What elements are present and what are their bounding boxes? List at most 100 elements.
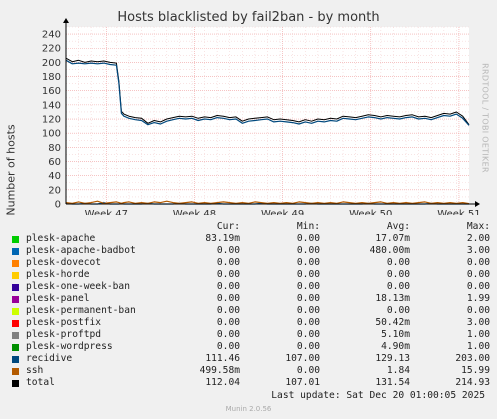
legend-min: 0.00 [296,245,320,256]
legend-avg: 0.00 [386,305,410,316]
y-tick-labels: 0 20 40 60 80 100 120 140 160 180 200 220 240 [42,30,61,211]
legend-max: 3.00 [466,245,490,256]
legend-min: 107.00 [285,353,320,364]
legend-min: 0.00 [296,329,320,340]
legend-min: 0.00 [296,281,320,292]
legend-cur: 0.00 [216,257,240,268]
axes [63,18,480,207]
legend-min: 0.00 [296,305,320,316]
legend-name: plesk-apache-badbot [26,245,136,256]
legend-row-plesk-panel: plesk-panel 0.00 0.00 18.13m 1.99 [10,293,490,305]
x-tick-label: Week 51 [437,209,480,215]
legend-row-plesk-permanent-ban: plesk-permanent-ban 0.00 0.00 0.00 0.00 [10,305,490,317]
legend-max: 1.00 [466,341,490,352]
legend-header-cur: Cur: [216,221,240,232]
legend-cur: 112.04 [205,377,240,388]
legend-avg: 1.84 [386,365,410,376]
legend-row-plesk-apache-badbot: plesk-apache-badbot 0.00 0.00 480.00m 3.00 [10,245,490,257]
legend-swatch [12,296,19,303]
legend-swatch [12,368,19,375]
legend-avg: 50.42m [375,317,410,328]
legend-row-ssh: ssh 499.58m 0.00 1.84 15.99 [10,365,490,377]
legend-header-min: Min: [296,221,320,232]
legend-cur: 0.00 [216,281,240,292]
legend-name: total [26,377,55,388]
legend-name: plesk-dovecot [26,257,102,268]
legend-min: 0.00 [296,269,320,280]
legend-name: ssh [26,365,44,376]
legend-name: plesk-horde [26,269,90,280]
x-tick-label: Week 50 [349,209,392,215]
legend-swatch [12,344,19,351]
legend-header-avg: Avg: [386,221,410,232]
legend-avg: 0.00 [386,257,410,268]
legend-max: 1.00 [466,329,490,340]
legend-cur: 0.00 [216,245,240,256]
legend-name: plesk-wordpress [26,341,113,352]
legend-max: 0.00 [466,305,490,316]
legend-name: plesk-panel [26,293,90,304]
legend-row-plesk-horde: plesk-horde 0.00 0.00 0.00 0.00 [10,269,490,281]
legend-avg: 4.90m [381,341,410,352]
y-tick-label: 160 [42,86,61,97]
legend-swatch [12,332,19,339]
legend-row-plesk-one-week-ban: plesk-one-week-ban 0.00 0.00 0.00 0.00 [10,281,490,293]
legend-avg: 480.00m [369,245,410,256]
y-tick-label: 140 [42,100,61,111]
legend-cur: 83.19m [205,233,240,244]
y-axis-arrow [63,18,69,23]
legend-max: 1.99 [466,293,490,304]
legend-cur: 0.00 [216,329,240,340]
legend-header-row: Cur: Min: Avg: Max: [10,221,490,233]
legend-name: plesk-one-week-ban [26,281,130,292]
legend-avg: 131.54 [375,377,410,388]
legend-avg: 18.13m [375,293,410,304]
legend-swatch [12,260,19,267]
legend-cur: 0.00 [216,317,240,328]
y-tick-label: 0 [55,200,61,211]
legend-swatch [12,248,19,255]
legend-min: 0.00 [296,233,320,244]
legend-cur: 0.00 [216,341,240,352]
legend-name: recidive [26,353,73,364]
y-tick-label: 60 [48,157,61,168]
legend-row-plesk-apache: plesk-apache 83.19m 0.00 17.07m 2.00 [10,233,490,245]
y-tick-label: 240 [42,30,61,41]
legend-swatch [12,356,19,363]
y-tick-label: 20 [48,185,61,196]
legend-cur: 499.58m [199,365,240,376]
series-line-recidive [65,59,470,126]
y-tick-label: 100 [42,129,61,140]
legend-max: 15.99 [461,365,490,376]
legend-row-recidive: recidive 111.46 107.00 129.13 203.00 [10,353,490,365]
munin-version: Munin 2.0.56 [225,405,272,413]
legend-max: 2.00 [466,233,490,244]
y-tick-label: 120 [42,115,61,126]
legend-swatch [12,380,19,387]
legend-swatch [12,236,19,243]
legend-name: plesk-apache [26,233,96,244]
grid [66,26,469,204]
legend-max: 3.00 [466,317,490,328]
legend-avg: 0.00 [386,269,410,280]
legend-header-max: Max: [466,221,490,232]
legend-max: 0.00 [466,257,490,268]
x-tick-label: Week 47 [85,209,128,215]
chart-title: Hosts blacklisted by fail2ban - by month [117,10,380,25]
legend-max: 0.00 [466,269,490,280]
legend-row-plesk-postfix: plesk-postfix 0.00 0.00 50.42m 3.00 [10,317,490,329]
y-tick-label: 80 [48,143,61,154]
legend-swatch [12,272,19,279]
legend-avg: 5.10m [381,329,410,340]
legend-min: 107.01 [285,377,320,388]
chart-plot: 0 20 40 60 80 100 120 140 160 180 200 220 240 Week 4… [42,18,481,215]
legend-row-plesk-proftpd: plesk-proftpd 0.00 0.00 5.10m 1.00 [10,329,490,341]
x-tick-labels: Week 47 Week 48 Week 49 Week 50 Week 51 [85,209,481,215]
legend-swatch [12,284,19,291]
x-tick-label: Week 48 [173,209,216,215]
legend-swatch [12,320,19,327]
legend-cur: 111.46 [205,353,240,364]
legend-swatch [12,308,19,315]
y-tick-label: 220 [42,44,61,55]
legend-name: plesk-proftpd [26,329,102,340]
